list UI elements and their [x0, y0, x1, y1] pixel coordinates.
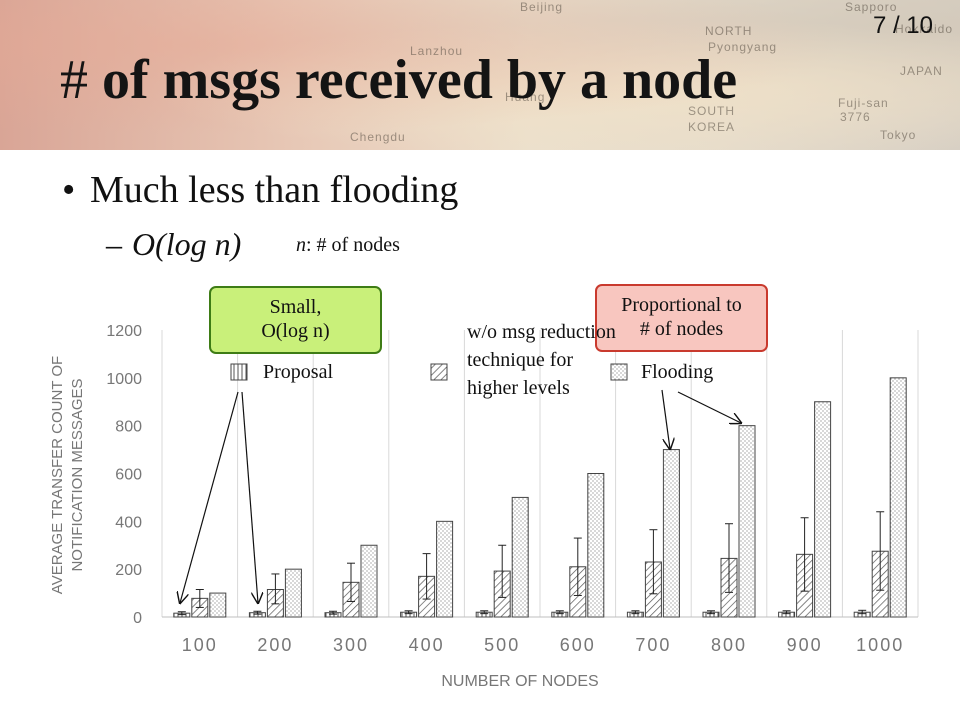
header-map-background: Beijing NORTH Pyongyang SOUTH KOREA JAPA…: [0, 0, 960, 150]
nodes-note: n: # of nodes: [296, 234, 400, 257]
note-text: : # of nodes: [306, 234, 400, 256]
map-label: Tokyo: [880, 128, 917, 142]
callout-line: Small,: [269, 296, 322, 318]
callout-proportional: Proportional to # of nodes: [595, 284, 768, 352]
bar: [511, 496, 529, 618]
bar: [436, 520, 454, 618]
slide-title: # of msgs received by a node: [60, 48, 737, 112]
map-label: Chengdu: [350, 130, 406, 144]
chart-axes: 0 200 400 600 800 1000 1200 100 200 300 400 500 600 7…: [49, 323, 904, 690]
map-label: SOUTH: [688, 104, 735, 118]
legend-swatch-proposal: [230, 363, 248, 381]
map-label: 3776: [840, 110, 871, 124]
bullet-point: • Much less than flooding: [62, 168, 458, 212]
title-text: of msgs received by a node: [102, 49, 738, 111]
bar: [587, 473, 605, 618]
map-label: KOREA: [688, 120, 736, 134]
sub-bullet-text: O(log n): [132, 226, 242, 262]
bar: [360, 544, 378, 618]
annotation-arrow: [241, 391, 258, 603]
bar: [662, 449, 680, 618]
bar: [889, 377, 907, 618]
page-number: 7 / 10: [872, 12, 933, 39]
legend-swatch-wo-reduction: [430, 363, 448, 381]
legend-label-proposal: Proposal: [263, 361, 333, 383]
x-tick-label: 900: [787, 635, 823, 655]
sub-bullet-dash: –: [106, 226, 122, 262]
bullet-text: Much less than flooding: [90, 169, 459, 211]
y-axis-title: AVERAGE TRANSFER COUNT OF: [49, 356, 66, 594]
annotation-arrow: [180, 391, 239, 603]
map-label: Fuji-san: [838, 96, 889, 110]
y-tick-label: 600: [115, 467, 142, 484]
chart-annotations: [180, 363, 741, 603]
sub-bullet: – O(log n): [106, 226, 241, 263]
y-tick-label: 1200: [106, 323, 142, 340]
map-label: JAPAN: [900, 64, 943, 78]
chart-bars: [173, 377, 907, 618]
bar: [209, 592, 227, 618]
title-hash: #: [60, 49, 88, 111]
bar: [284, 568, 302, 618]
y-axis-title: NOTIFICATION MESSAGES: [69, 378, 86, 571]
x-tick-label: 1000: [856, 635, 904, 655]
bar: [814, 401, 832, 618]
chart-grid: [161, 330, 919, 618]
x-tick-label: 500: [484, 635, 520, 655]
x-tick-label: 700: [635, 635, 671, 655]
map-label: Sapporo: [845, 0, 898, 14]
x-tick-label: 100: [182, 635, 218, 655]
callout-line: # of nodes: [639, 318, 724, 340]
callout-line: Proportional to: [621, 294, 742, 316]
y-tick-label: 800: [115, 419, 142, 436]
y-tick-label: 0: [133, 610, 142, 627]
y-tick-label: 400: [115, 514, 142, 531]
note-variable: n: [296, 234, 306, 256]
x-tick-label: 800: [711, 635, 747, 655]
map-label: Huang: [505, 90, 546, 104]
map-label: Pyongyang: [708, 40, 778, 54]
map-label: Lanzhou: [410, 44, 464, 58]
bullet-dot-icon: •: [62, 169, 76, 211]
bar: [738, 425, 756, 618]
x-tick-label: 200: [257, 635, 293, 655]
legend-label-wo-reduction: w/o msg reduction technique for higher l…: [467, 321, 616, 399]
x-tick-label: 300: [333, 635, 369, 655]
callout-small-olog: Small, O(log n): [209, 286, 382, 354]
x-tick-label: 600: [560, 635, 596, 655]
legend-swatch-flooding: [610, 363, 628, 381]
annotation-arrow: [661, 389, 670, 449]
legend-label-flooding: Flooding: [641, 361, 714, 383]
map-label: Hokkaido: [895, 22, 954, 36]
map-label: NORTH: [705, 24, 753, 38]
x-tick-label: 400: [409, 635, 445, 655]
x-axis-title: NUMBER OF NODES: [441, 673, 598, 690]
callout-line: O(log n): [261, 320, 330, 342]
map-label: Beijing: [520, 0, 564, 14]
y-tick-label: 1000: [106, 371, 142, 388]
annotation-arrow: [677, 391, 741, 423]
y-tick-label: 200: [115, 562, 142, 579]
